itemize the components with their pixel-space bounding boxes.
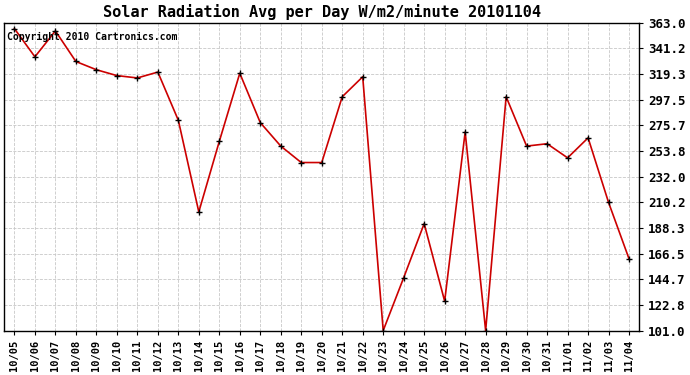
Title: Solar Radiation Avg per Day W/m2/minute 20101104: Solar Radiation Avg per Day W/m2/minute … bbox=[103, 4, 541, 20]
Text: Copyright 2010 Cartronics.com: Copyright 2010 Cartronics.com bbox=[8, 32, 178, 42]
